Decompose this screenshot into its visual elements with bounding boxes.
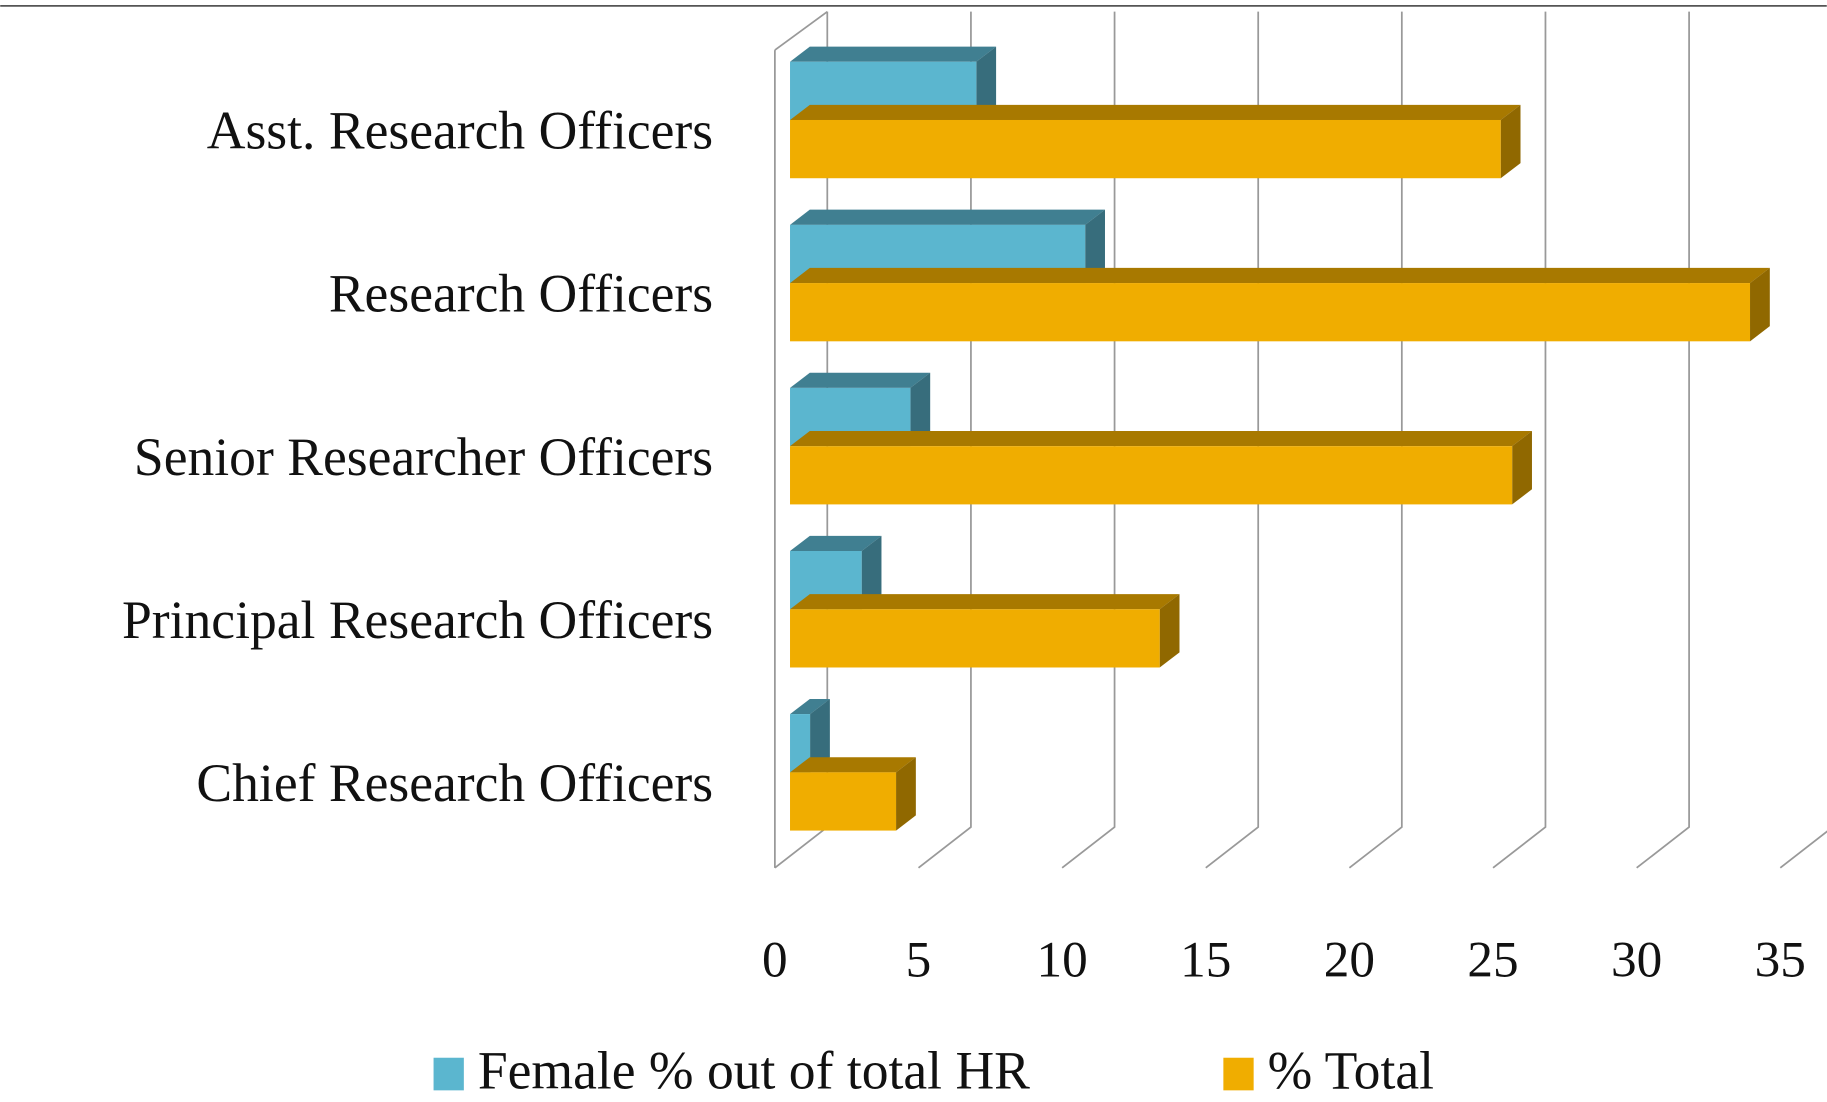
bar-side: [976, 46, 997, 120]
category-label: Chief Research Officers: [196, 753, 713, 813]
bar-side: [1500, 104, 1521, 179]
x-tick-label: 0: [762, 931, 788, 988]
wall-edge: [774, 10, 828, 51]
bar-top: [790, 535, 882, 551]
bar-front: [790, 283, 1751, 342]
bar-top: [790, 104, 1521, 120]
x-tick-label: 20: [1324, 931, 1375, 988]
x-tick-label: 5: [906, 931, 932, 988]
grid-segment: [1636, 11, 1690, 869]
x-tick-label: 30: [1611, 931, 1662, 988]
x-tick-label: 35: [1755, 931, 1806, 988]
bar: [790, 698, 830, 773]
bar-side: [1085, 209, 1105, 284]
bar-side: [896, 757, 916, 831]
x-tick-label: 15: [1180, 931, 1231, 988]
grid-line: [1636, 11, 1690, 869]
bar-top: [790, 698, 830, 715]
category-label: Senior Researcher Officers: [134, 427, 713, 487]
bar-front: [790, 609, 1160, 668]
bar-side: [910, 372, 931, 447]
bar-top: [790, 372, 931, 388]
bar-side: [1512, 431, 1532, 505]
grid-segment: [1779, 830, 1827, 869]
bar-side: [1750, 267, 1770, 342]
legend-label: Female % out of total HR: [478, 1041, 1030, 1101]
bar-side: [1159, 594, 1180, 668]
category-label: Research Officers: [329, 264, 713, 324]
category-label: Principal Research Officers: [122, 590, 713, 650]
bar-side: [810, 698, 830, 773]
bar-front: [790, 446, 1513, 505]
bar-top: [790, 46, 997, 62]
bar-top: [790, 209, 1105, 225]
bar-front: [790, 119, 1501, 179]
legend-swatch: [433, 1057, 464, 1091]
bar: [790, 757, 916, 831]
bar-front: [790, 714, 811, 773]
bar: [790, 267, 1770, 342]
x-tick-label: 10: [1037, 931, 1088, 988]
bar: [790, 431, 1532, 505]
grid-line: [1779, 830, 1827, 869]
legend-label: % Total: [1268, 1041, 1434, 1101]
bar-top: [790, 431, 1532, 447]
bar-front: [790, 772, 897, 831]
bar-top: [790, 594, 1180, 610]
bar: [790, 594, 1180, 668]
x-tick-label: 25: [1467, 931, 1518, 988]
category-label: Asst. Research Officers: [207, 101, 713, 161]
bar-top: [790, 757, 916, 773]
bar-top: [790, 267, 1770, 284]
bar-side: [861, 535, 882, 610]
legend-swatch: [1223, 1057, 1254, 1091]
bar: [790, 104, 1521, 179]
